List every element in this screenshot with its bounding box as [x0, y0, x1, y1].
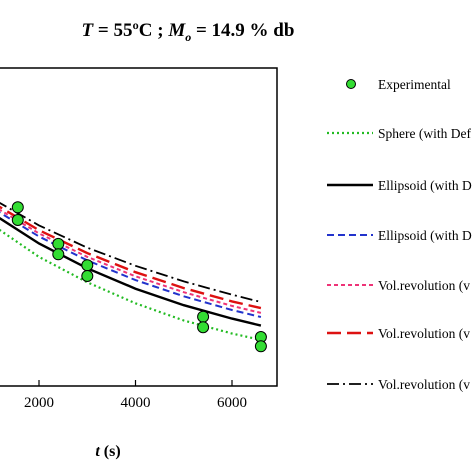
- series-line-2: [0, 216, 262, 327]
- experimental-point: [197, 321, 210, 334]
- series-line-6: [0, 201, 262, 303]
- series-line-3: [0, 211, 262, 318]
- experimental-point: [52, 248, 65, 261]
- legend-entry-ellipsoid-2: Ellipsoid (with D: [327, 228, 472, 243]
- title-m-sub: o: [185, 30, 191, 44]
- x-axis-label-var: t: [95, 443, 100, 460]
- x-axis-label-unit: (s): [100, 443, 121, 460]
- legend-label-ellipsoid-2: Ellipsoid (with D: [378, 228, 472, 243]
- title-m-value: = 14.9 % db: [191, 20, 294, 41]
- title-t-value: = 55ºC ;: [93, 20, 168, 41]
- plot-frame: [0, 67, 278, 387]
- title-m-var: M: [167, 20, 186, 41]
- series-line-4: [0, 208, 262, 314]
- experimental-point: [81, 270, 94, 282]
- x-axis-ticks: 2000 4000 6000: [24, 380, 247, 411]
- legend-entry-experimental: Experimental: [346, 77, 451, 92]
- legend-entry-volrev-1: Vol.revolution (v: [327, 278, 470, 293]
- experimental-point: [11, 201, 24, 214]
- legend: Experimental Sphere (with Def Ellipsoid …: [327, 77, 472, 392]
- x-axis-label: t (s): [95, 443, 120, 460]
- title-t-var: T: [82, 20, 95, 41]
- legend-entry-volrev-2: Vol.revolution (v: [327, 326, 470, 341]
- legend-entry-sphere: Sphere (with Def: [327, 126, 471, 141]
- experimental-point: [11, 214, 24, 226]
- series-layer: [0, 201, 262, 341]
- experimental-points: [11, 201, 267, 353]
- chart-title: T = 55ºC ; Mo = 14.9 % db: [82, 20, 295, 44]
- legend-label-volrev-1: Vol.revolution (v: [378, 278, 470, 293]
- legend-label-ellipsoid-1: Ellipsoid (with D: [378, 178, 472, 193]
- legend-label-sphere: Sphere (with Def: [378, 126, 471, 141]
- experimental-point: [81, 259, 94, 272]
- legend-marker-experimental: [346, 79, 356, 89]
- legend-label-experimental: Experimental: [378, 77, 451, 92]
- experimental-point: [254, 340, 267, 353]
- legend-entry-volrev-3: Vol.revolution (v: [327, 377, 470, 392]
- x-tick-label: 6000: [217, 395, 247, 411]
- x-tick-label: 2000: [24, 395, 54, 411]
- legend-entry-ellipsoid-1: Ellipsoid (with D: [327, 178, 472, 193]
- legend-label-volrev-2: Vol.revolution (v: [378, 326, 470, 341]
- x-tick-label: 4000: [121, 395, 151, 411]
- legend-label-volrev-3: Vol.revolution (v: [378, 377, 470, 392]
- experimental-point: [197, 310, 210, 323]
- experimental-point: [52, 237, 65, 250]
